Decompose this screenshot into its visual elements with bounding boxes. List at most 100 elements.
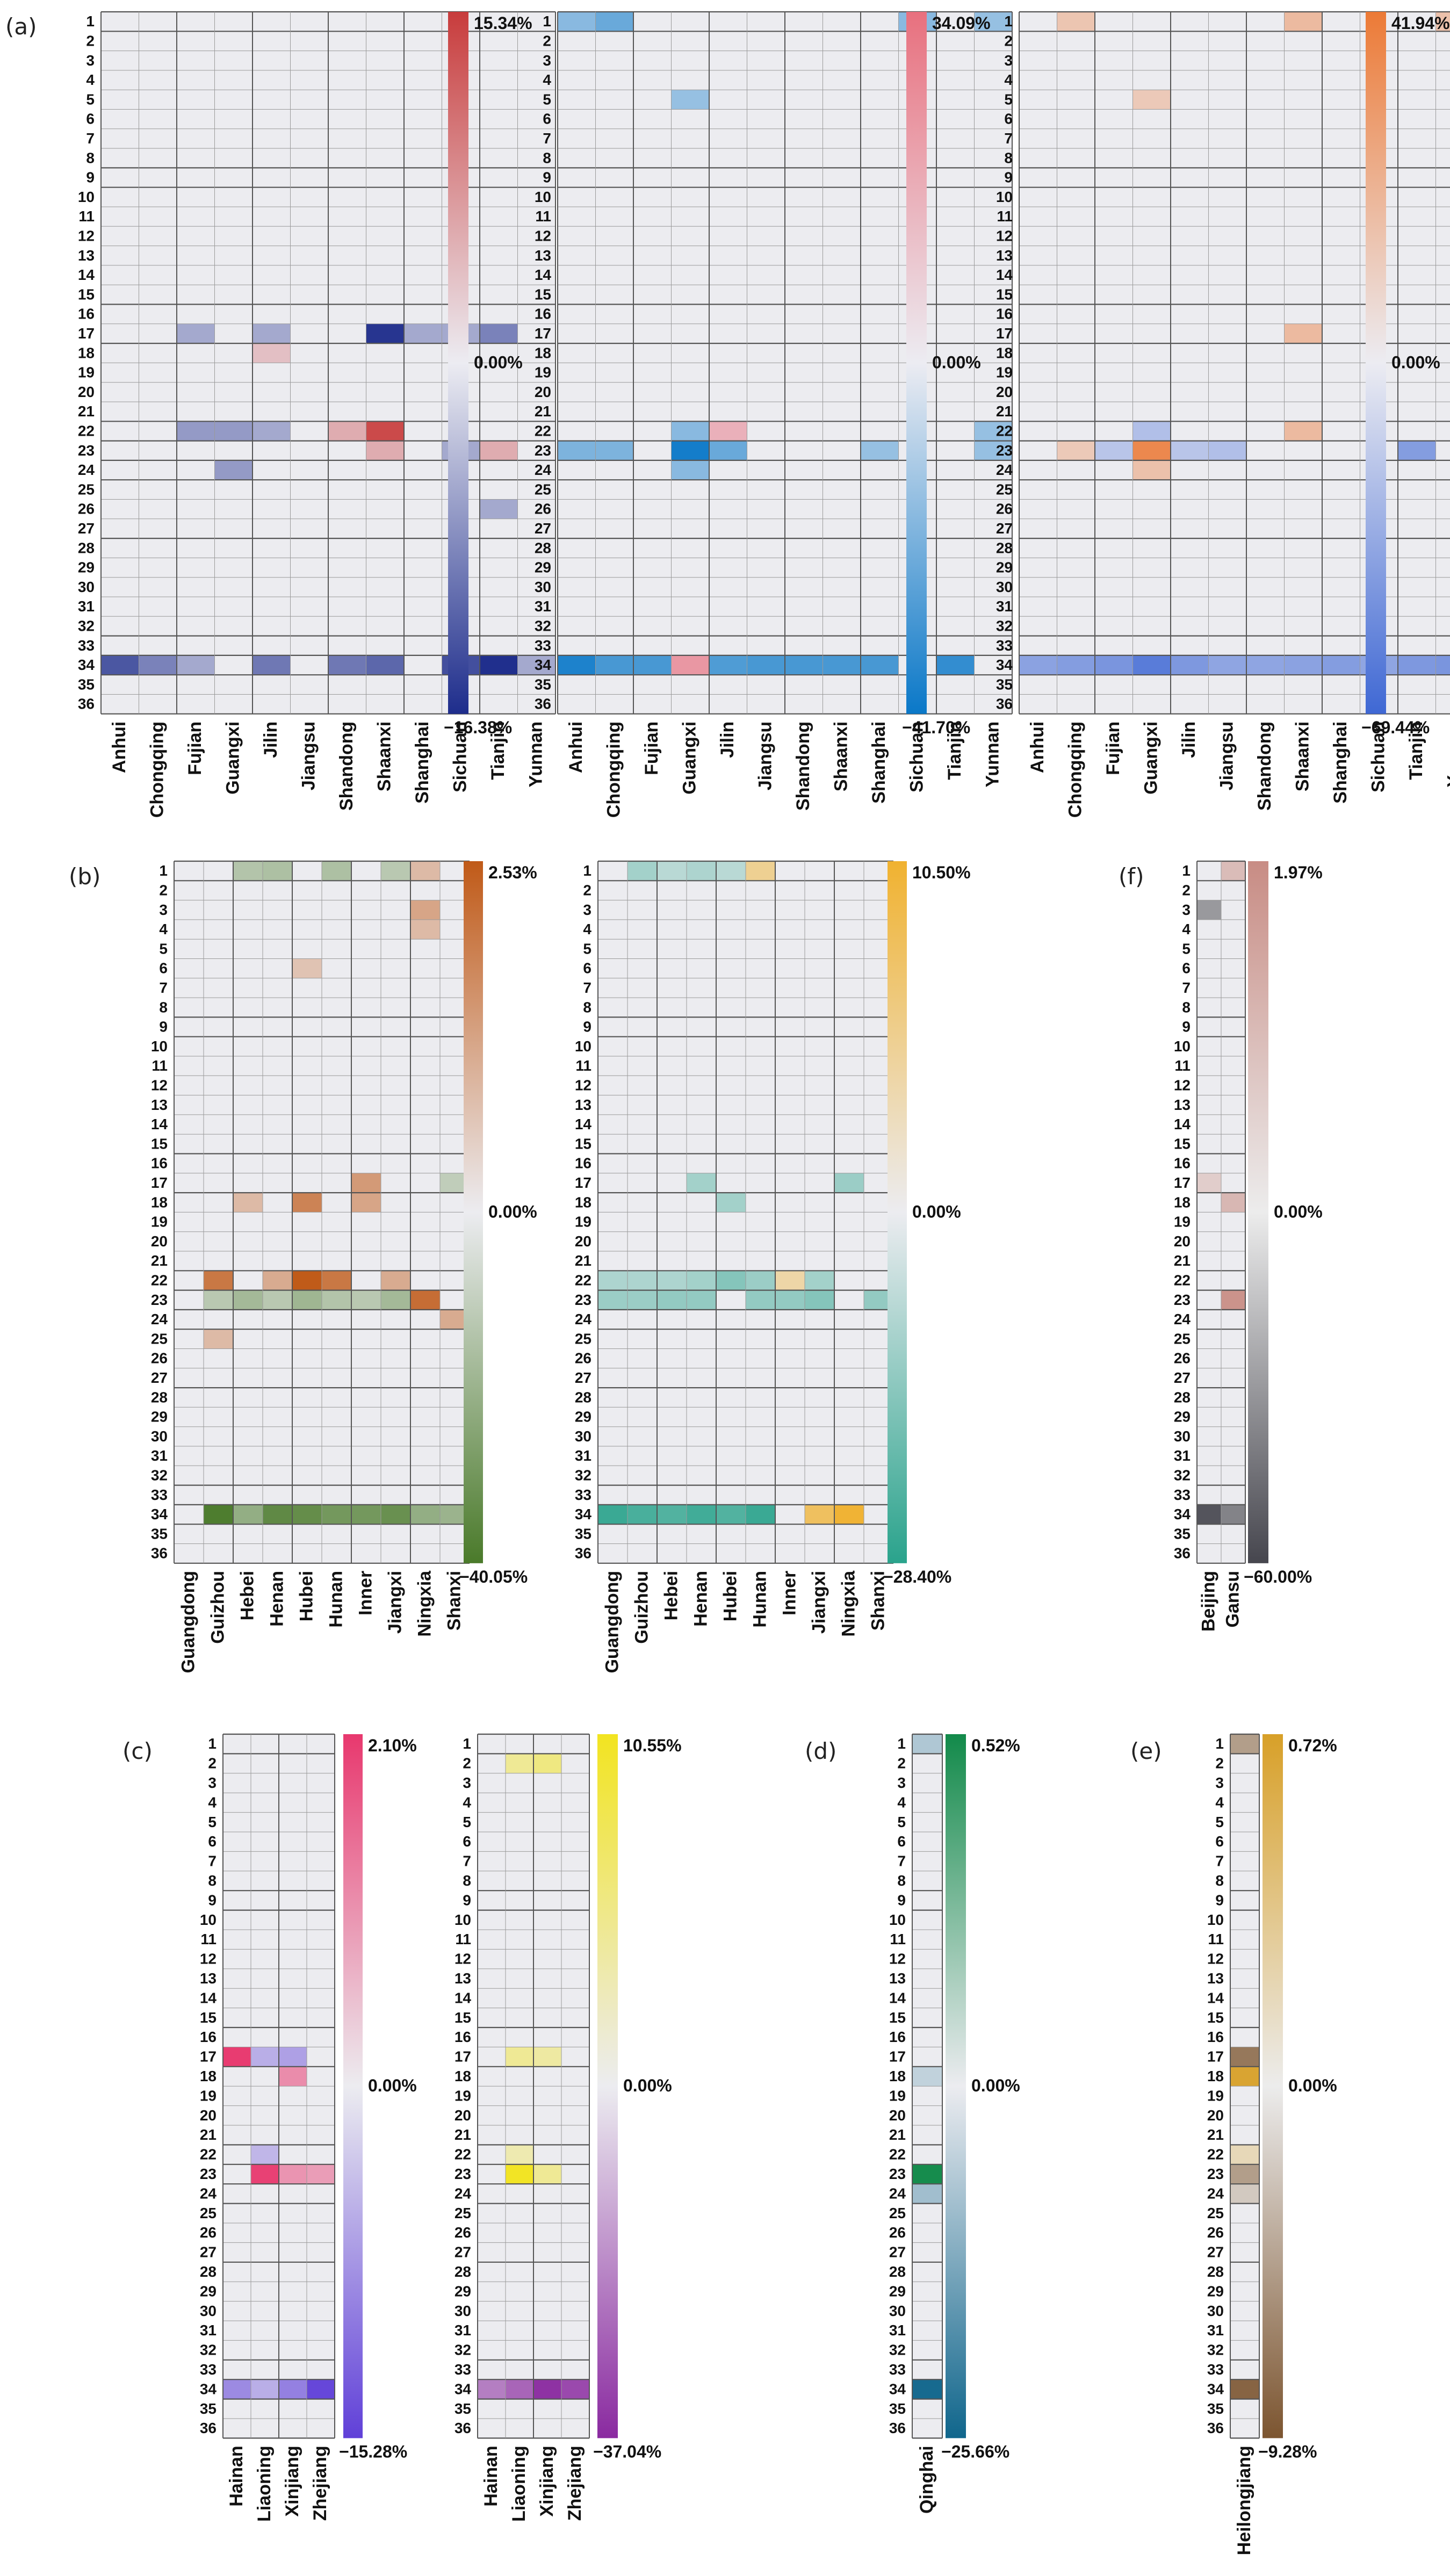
colorbar-mid-label: 0.00% — [971, 2076, 1020, 2095]
row-tick-label: 16 — [1174, 1155, 1191, 1172]
row-tick-label: 35 — [200, 2400, 217, 2417]
row-tick-label: 3 — [897, 1774, 906, 1791]
row-tick-label: 1 — [463, 1735, 471, 1752]
row-tick-label: 34 — [1207, 2380, 1224, 2397]
heatmap-cell — [1230, 2145, 1259, 2164]
row-tick-label: 27 — [996, 520, 1013, 537]
heatmap-cell — [366, 421, 405, 441]
heatmap-cell — [746, 861, 775, 881]
row-tick-label: 10 — [1207, 1911, 1224, 1928]
row-tick-label: 22 — [78, 422, 95, 439]
row-tick-label: 11 — [575, 1057, 591, 1074]
row-tick-label: 28 — [1174, 1389, 1191, 1405]
row-tick-label: 27 — [455, 2244, 471, 2261]
row-tick-label: 23 — [78, 442, 95, 459]
row-tick-label: 20 — [151, 1233, 168, 1250]
heatmap-cell — [861, 441, 899, 460]
row-tick-label: 35 — [1207, 2400, 1224, 2417]
row-tick-label: 16 — [455, 2029, 471, 2045]
panel-label: (c) — [122, 1738, 153, 1764]
row-tick-label: 21 — [455, 2126, 471, 2143]
heatmap-cell — [251, 2379, 279, 2399]
row-tick-label: 31 — [200, 2322, 217, 2339]
row-tick-label: 35 — [151, 1525, 168, 1542]
heatmap-cell — [506, 1754, 533, 1773]
heatmap-cell — [627, 1271, 657, 1290]
heatmap-cell — [480, 441, 518, 460]
heatmap-cell — [263, 1271, 292, 1290]
heatmap-cell — [233, 1505, 263, 1524]
colorbar-min-label: −16.38% — [444, 718, 512, 737]
heatmap-cell — [1133, 90, 1171, 109]
column-tick-label: Yunnan — [983, 721, 1003, 788]
column-tick-label: Guizhou — [208, 1571, 228, 1644]
column-tick-label: Anhui — [1027, 721, 1048, 773]
heatmap-cell — [1230, 2067, 1259, 2086]
row-tick-label: 18 — [575, 1194, 591, 1210]
column-tick-label: Henan — [267, 1571, 287, 1627]
heatmap-cell — [322, 1505, 351, 1524]
column-tick-label: Jiangxi — [385, 1571, 406, 1634]
row-tick-label: 5 — [897, 1814, 906, 1830]
row-tick-label: 7 — [463, 1853, 471, 1870]
row-tick-label: 35 — [996, 676, 1013, 692]
row-tick-label: 30 — [151, 1428, 168, 1445]
colorbar — [343, 1734, 363, 2438]
row-tick-label: 13 — [889, 1970, 906, 1987]
heatmap-cell — [204, 1505, 233, 1524]
column-tick-label: Shandong — [1254, 721, 1275, 811]
row-tick-label: 2 — [897, 1755, 906, 1772]
row-tick-label: 28 — [151, 1389, 168, 1405]
row-tick-label: 12 — [1207, 1951, 1224, 1967]
heatmap-cell — [251, 2164, 279, 2184]
row-tick-label: 25 — [996, 481, 1013, 497]
row-tick-label: 8 — [583, 999, 591, 1015]
colorbar — [1263, 1734, 1283, 2438]
row-tick-label: 26 — [151, 1350, 168, 1367]
row-tick-label: 32 — [1174, 1467, 1191, 1483]
row-tick-label: 36 — [889, 2420, 906, 2436]
row-tick-label: 12 — [151, 1077, 168, 1093]
row-tick-label: 25 — [535, 481, 551, 497]
row-tick-label: 2 — [1182, 882, 1191, 898]
row-tick-label: 1 — [1215, 1735, 1224, 1752]
heatmap-cell — [253, 324, 291, 343]
row-tick-label: 9 — [897, 1892, 906, 1908]
row-tick-label: 21 — [151, 1252, 168, 1269]
row-tick-label: 5 — [86, 91, 95, 107]
row-tick-label: 33 — [889, 2361, 906, 2378]
row-tick-label: 2 — [159, 882, 168, 898]
row-tick-label: 2 — [1215, 1755, 1224, 1772]
row-tick-label: 16 — [535, 306, 551, 322]
heatmap-cell — [709, 421, 747, 441]
heatmap-cell — [1230, 2184, 1259, 2203]
heatmap-cell — [1246, 655, 1285, 675]
row-tick-label: 33 — [455, 2361, 471, 2378]
row-tick-label: 34 — [996, 656, 1013, 673]
heatmap-cell — [1322, 655, 1360, 675]
row-tick-label: 1 — [897, 1735, 906, 1752]
row-tick-label: 31 — [1174, 1447, 1191, 1464]
row-tick-label: 19 — [575, 1214, 591, 1230]
row-tick-label: 23 — [151, 1291, 168, 1308]
row-tick-label: 21 — [200, 2126, 217, 2143]
heatmap-cell — [834, 1505, 864, 1524]
row-tick-label: 8 — [543, 149, 551, 166]
colorbar-min-label: −15.28% — [339, 2442, 407, 2461]
heatmap-cell — [223, 2379, 251, 2399]
row-tick-label: 4 — [583, 921, 591, 937]
row-tick-label: 3 — [208, 1774, 217, 1791]
heatmap-cell — [672, 90, 710, 109]
row-tick-label: 7 — [86, 130, 95, 147]
row-tick-label: 7 — [159, 979, 168, 996]
column-tick-label: Fujian — [185, 721, 205, 775]
row-tick-label: 17 — [1207, 2048, 1224, 2065]
heatmap-cell — [263, 1505, 292, 1524]
row-tick-label: 20 — [996, 384, 1013, 400]
row-tick-label: 16 — [1207, 2029, 1224, 2045]
row-tick-label: 1 — [543, 13, 551, 30]
heatmap-cell — [410, 861, 440, 881]
row-tick-label: 34 — [575, 1506, 592, 1522]
column-tick-label: Hubei — [720, 1571, 741, 1621]
row-tick-label: 7 — [1215, 1853, 1224, 1870]
